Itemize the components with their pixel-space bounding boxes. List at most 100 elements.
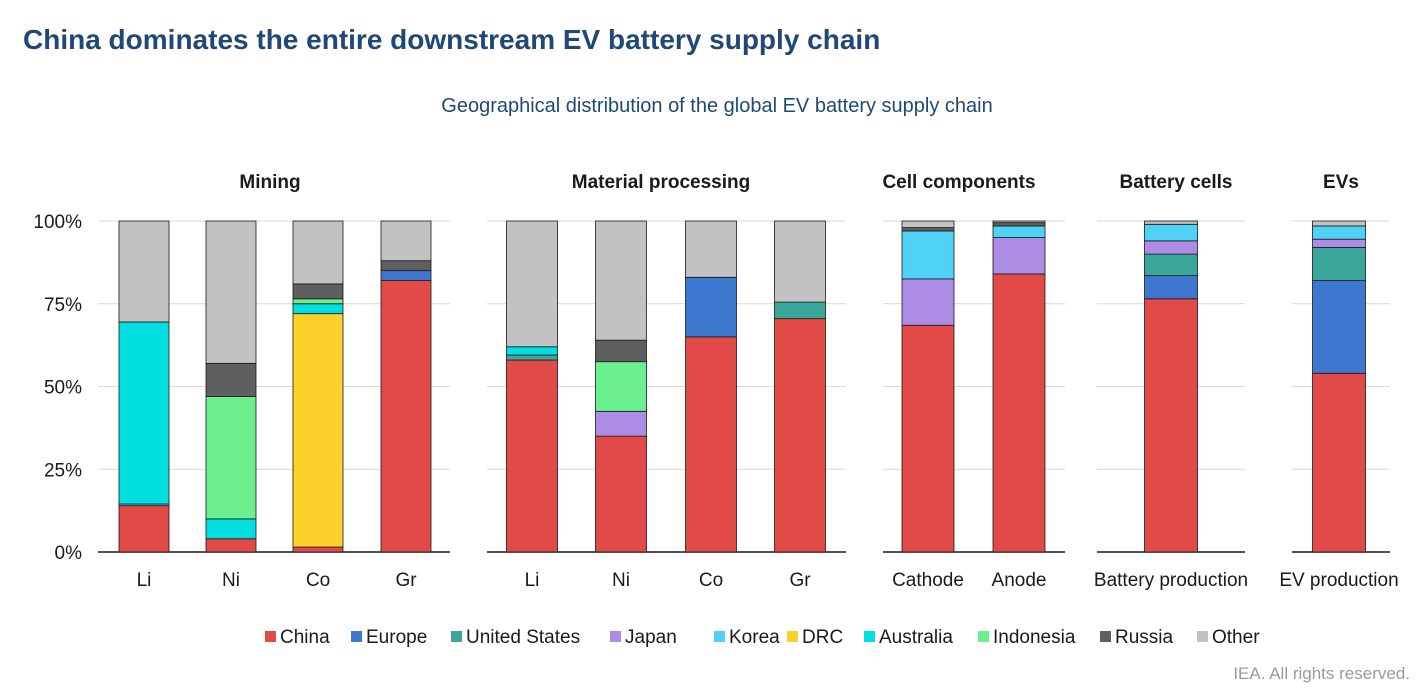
y-tick-label: 100%: [33, 212, 82, 233]
bar-segment-australia: [506, 346, 558, 356]
bar-segment-indonesia: [292, 298, 344, 305]
bar-segment-russia: [595, 339, 647, 363]
legend-label: Russia: [1115, 627, 1174, 648]
legend-label: China: [280, 627, 330, 648]
bar-segment-other: [901, 220, 955, 229]
bar-mining-gr: Gr: [380, 220, 432, 591]
bar-segment-russia: [901, 227, 955, 232]
bar-segment-japan: [992, 237, 1046, 275]
bar-segment-china: [992, 273, 1046, 553]
bar-cell-components-cathode: Cathode: [892, 220, 964, 591]
bar-segment-china: [595, 435, 647, 553]
bar-segment-russia: [992, 222, 1046, 227]
x-tick-label: Battery production: [1094, 570, 1248, 591]
bar-segment-japan: [1144, 240, 1198, 255]
bar-segment-russia: [292, 283, 344, 300]
legend-item-other: Other: [1197, 627, 1260, 648]
legend-label: Other: [1212, 627, 1260, 648]
legend-label: Australia: [879, 627, 953, 648]
legend-swatch: [1197, 631, 1208, 642]
y-tick-label: 75%: [44, 295, 82, 316]
bar-segment-russia: [380, 260, 432, 272]
bar-segment-australia: [292, 303, 344, 315]
bar-segment-united-states: [1312, 247, 1366, 281]
legend-item-japan: Japan: [610, 627, 677, 648]
bar-segment-other: [118, 220, 170, 323]
panel-battery-cells: Battery cells Battery production: [1094, 172, 1248, 591]
legend-label: DRC: [802, 627, 843, 648]
legend-item-europe: Europe: [351, 627, 427, 648]
panel-mining: Mining Li Ni Co Gr: [118, 172, 432, 591]
bar-segment-korea: [1144, 223, 1198, 242]
bar-segment-indonesia: [595, 361, 647, 412]
bar-evs-ev-production: EV production: [1279, 220, 1399, 591]
bar-segment-united-states: [506, 354, 558, 361]
y-tick-label: 0%: [55, 543, 83, 564]
x-tick-label: Li: [137, 570, 152, 591]
bar-segment-japan: [595, 410, 647, 437]
bar-segment-other: [774, 220, 826, 303]
legend-label: Indonesia: [993, 627, 1076, 648]
legend-item-russia: Russia: [1100, 627, 1174, 648]
legend-swatch: [610, 631, 621, 642]
bar-segment-china: [118, 505, 170, 553]
legend-swatch: [351, 631, 362, 642]
x-tick-label: Gr: [395, 570, 417, 591]
bar-segment-united-states: [1144, 253, 1198, 277]
panels: Mining Li Ni Co Gr Material processing Li Ni Co G…: [118, 172, 1399, 591]
bar-segment-other: [205, 220, 257, 364]
legend-swatch: [265, 631, 276, 642]
credit-text: IEA. All rights reserved.: [1233, 664, 1410, 683]
bar-segment-china: [380, 280, 432, 553]
panel-material-processing: Material processing Li Ni Co Gr: [506, 172, 826, 591]
legend: China Europe United States Japan Korea DRC Aus…: [265, 627, 1260, 648]
bar-segment-korea: [901, 230, 955, 280]
bar-segment-china: [292, 546, 344, 553]
legend-label: United States: [466, 627, 580, 648]
x-tick-label: Co: [699, 570, 723, 591]
y-axis: 0% 25% 50% 75% 100%: [33, 212, 82, 564]
bar-segment-australia: [118, 321, 170, 505]
panel-title: Material processing: [572, 172, 750, 193]
bar-segment-russia: [205, 362, 257, 397]
bar-segment-other: [1144, 220, 1198, 225]
legend-swatch: [864, 631, 875, 642]
legend-item-drc: DRC: [787, 627, 843, 648]
legend-item-korea: Korea: [714, 627, 780, 648]
bar-segment-other: [506, 220, 558, 348]
x-tick-label: Ni: [222, 570, 240, 591]
legend-swatch: [1100, 631, 1111, 642]
bar-segment-china: [901, 324, 955, 553]
bar-segment-europe: [1144, 275, 1198, 300]
bar-segment-japan: [1312, 238, 1366, 248]
bar-material-processing-ni: Ni: [595, 220, 647, 591]
panel-evs: EVs EV production: [1279, 172, 1398, 591]
bar-material-processing-co: Co: [685, 220, 737, 591]
bar-segment-other: [685, 220, 737, 278]
bar-material-processing-li: Li: [506, 220, 558, 591]
bar-segment-china: [506, 359, 558, 553]
legend-label: Korea: [729, 627, 780, 648]
x-tick-label: EV production: [1279, 570, 1398, 591]
bar-segment-other: [292, 220, 344, 285]
panel-title: Mining: [239, 172, 300, 193]
chart-subtitle: Geographical distribution of the global …: [441, 95, 992, 117]
bar-segment-other: [380, 220, 432, 262]
bar-segment-other: [595, 220, 647, 341]
bar-segment-australia: [205, 518, 257, 540]
x-tick-label: Cathode: [892, 570, 964, 591]
y-tick-label: 50%: [44, 378, 82, 399]
x-tick-label: Ni: [612, 570, 630, 591]
bar-battery-cells-battery-production: Battery production: [1094, 220, 1248, 591]
legend-item-australia: Australia: [864, 627, 953, 648]
bar-segment-korea: [992, 225, 1046, 238]
bar-mining-li: Li: [118, 220, 170, 591]
chart-title: China dominates the entire downstream EV…: [23, 24, 880, 55]
bar-segment-china: [685, 336, 737, 553]
legend-swatch: [451, 631, 462, 642]
bar-mining-ni: Ni: [205, 220, 257, 591]
panel-cell-components: Cell components Cathode Anode: [882, 172, 1046, 591]
bar-segment-china: [205, 538, 257, 553]
bar-segment-europe: [1312, 280, 1366, 374]
x-tick-label: Li: [525, 570, 540, 591]
